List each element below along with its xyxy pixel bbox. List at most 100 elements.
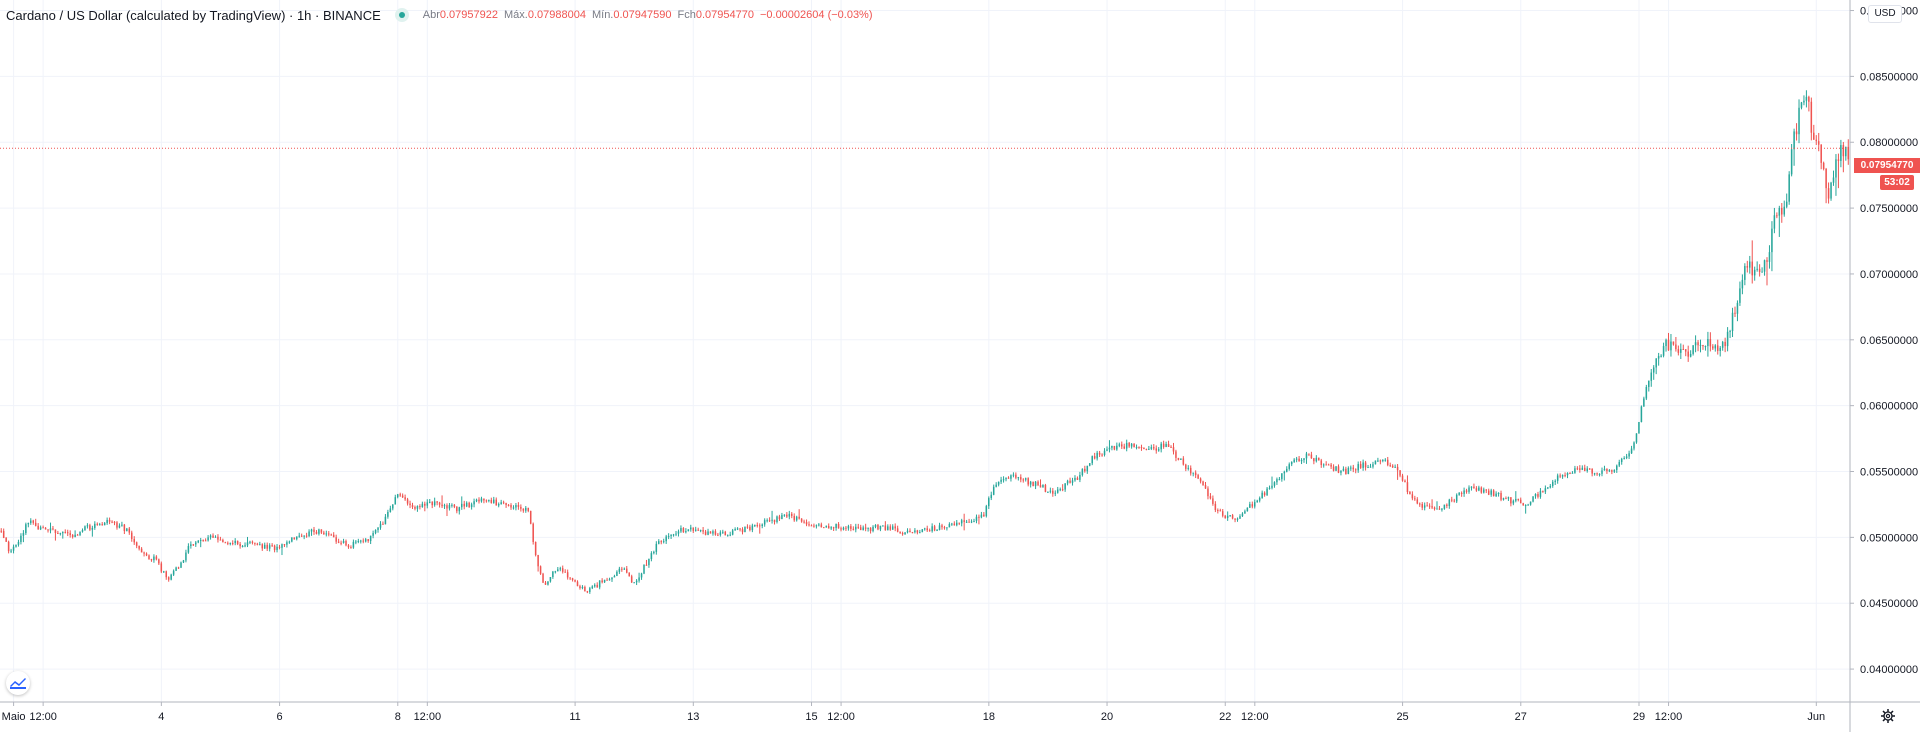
candle-body (1581, 467, 1584, 470)
candle-body (1197, 475, 1199, 479)
y-tick-label: 0.07000000 (1860, 269, 1918, 281)
candle-body (1098, 452, 1101, 455)
candle-body (1712, 346, 1714, 349)
candle-body (1522, 503, 1524, 506)
candle-body (746, 526, 749, 528)
candle-body (49, 528, 52, 531)
candle-body (1229, 515, 1231, 517)
candle-body (722, 531, 724, 533)
candle-body (783, 514, 786, 516)
candle-body (611, 577, 613, 580)
candle-body (1111, 445, 1113, 448)
candle-body (992, 486, 995, 495)
candle-body (1638, 422, 1640, 434)
candle-body (845, 527, 847, 529)
close-field: Fch0.07954770 (678, 9, 754, 21)
candle-body (1345, 468, 1347, 474)
candle-body (768, 520, 771, 522)
y-tick-label: 0.08500000 (1860, 71, 1918, 83)
candle-body (1278, 479, 1281, 481)
candle-body (406, 499, 409, 504)
candle-body (596, 584, 598, 588)
candle-body (167, 577, 170, 580)
market-status-icon[interactable] (394, 8, 409, 22)
candle-body (303, 535, 305, 537)
candle-body (392, 504, 394, 509)
candle-body (872, 526, 874, 532)
candle-body (643, 564, 645, 574)
candle-body (1492, 490, 1495, 497)
candle-body (1406, 482, 1409, 493)
candle-body (741, 529, 744, 533)
candle-body (1103, 450, 1106, 455)
candle-body (1423, 505, 1426, 508)
currency-button[interactable]: USD (1868, 5, 1902, 23)
candle-body (219, 539, 222, 541)
candle-body (626, 568, 628, 573)
x-tick-label: 12:00 (1655, 711, 1683, 723)
candle-body (1480, 487, 1483, 493)
candle-body (899, 531, 901, 534)
candle-body (1340, 470, 1342, 473)
candle-body (633, 582, 635, 584)
candle-body (680, 528, 682, 532)
candle-body (914, 530, 916, 533)
candle-body (549, 577, 552, 582)
candle-body (1847, 146, 1850, 160)
candle-body (204, 540, 207, 542)
candle-body (278, 546, 281, 548)
candle-body (616, 571, 618, 576)
candle-body (1598, 473, 1601, 475)
candle-body (1386, 459, 1389, 466)
x-tick-label: Jun (1807, 711, 1825, 723)
candles (0, 90, 1850, 594)
candle-body (1707, 339, 1709, 347)
candle-body (630, 576, 633, 583)
candle-body (1832, 177, 1835, 183)
candle-body (1810, 101, 1813, 133)
candle-body (7, 541, 10, 552)
candle-body (1744, 266, 1746, 280)
candle-body (1648, 380, 1650, 388)
candle-body (1475, 488, 1478, 491)
x-tick-label: 25 (1396, 711, 1408, 723)
candle-body (1160, 443, 1162, 450)
candle-body (32, 520, 35, 523)
candle-body (421, 503, 424, 508)
candle-body (128, 528, 131, 533)
candle-body (1591, 469, 1593, 474)
candle-body (1276, 479, 1278, 483)
candle-body (1813, 132, 1815, 140)
candle-body (963, 520, 965, 522)
candle-body (37, 525, 39, 530)
candle-body (576, 581, 579, 587)
candle-body (234, 540, 236, 544)
candle-body (175, 567, 177, 571)
candle-body (1660, 355, 1662, 357)
candle-body (1138, 447, 1140, 449)
candle-body (1687, 351, 1689, 357)
candle-body (1106, 449, 1108, 451)
settings-gear-icon[interactable] (1880, 708, 1896, 724)
candle-body (1640, 406, 1643, 423)
candle-body (606, 579, 608, 581)
candle-body (362, 540, 365, 542)
candle-body (1665, 339, 1667, 347)
x-tick-label: 8 (395, 711, 401, 723)
candle-body (1623, 457, 1625, 459)
candle-body (1194, 472, 1197, 476)
candle-body (485, 500, 488, 502)
candle-body (1189, 467, 1192, 474)
candle-body (360, 540, 362, 542)
candle-body (394, 497, 397, 505)
candle-body (441, 504, 443, 507)
x-tick-label: 29 (1633, 711, 1645, 723)
candle-body (1446, 504, 1448, 506)
tradingview-logo-icon[interactable] (6, 671, 30, 695)
candle-body (1335, 466, 1337, 471)
candle-body (1840, 145, 1842, 161)
candle-body (1788, 174, 1790, 202)
